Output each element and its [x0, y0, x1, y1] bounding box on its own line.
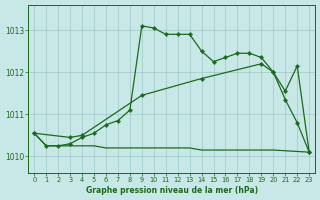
X-axis label: Graphe pression niveau de la mer (hPa): Graphe pression niveau de la mer (hPa) [86, 186, 258, 195]
